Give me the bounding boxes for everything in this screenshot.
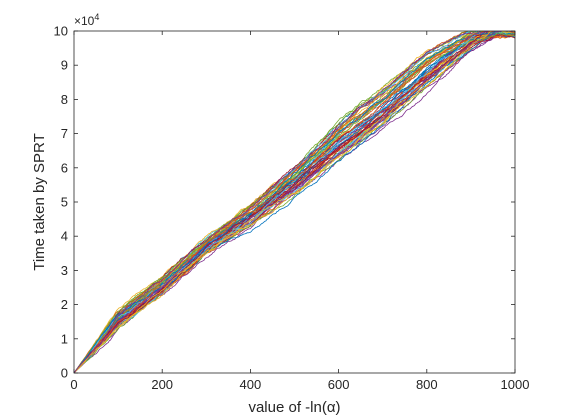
- y-tick-label: 2: [61, 297, 68, 312]
- y-tick-label: 7: [61, 126, 68, 141]
- x-tick-label: 800: [416, 377, 438, 392]
- y-tick-label: 5: [61, 195, 68, 210]
- series-line: [74, 31, 515, 373]
- y-tick-label: 3: [61, 263, 68, 278]
- plot-area: [74, 31, 515, 373]
- y-multiplier-exponent: 4: [94, 12, 99, 22]
- y-ticks: 0 1 2 3 4 5 6 7 8 9 10: [54, 24, 515, 381]
- y-tick-label: 6: [61, 160, 68, 175]
- series-line: [74, 31, 515, 373]
- y-tick-label: 9: [61, 58, 68, 73]
- y-axis-label: Time taken by SPRT: [31, 133, 48, 271]
- x-tick-label: 600: [328, 377, 350, 392]
- y-tick-label: 1: [61, 331, 68, 346]
- series-line: [74, 31, 515, 373]
- series-line: [74, 32, 515, 373]
- x-tick-label: 200: [151, 377, 173, 392]
- x-tick-label: 1000: [501, 377, 530, 392]
- series-layer: [74, 31, 515, 373]
- series-line: [74, 31, 515, 373]
- x-ticks: 0 200 400 600 800 1000: [70, 31, 529, 392]
- x-tick-label: 400: [240, 377, 262, 392]
- y-tick-label: 0: [61, 366, 68, 381]
- y-tick-label: 4: [61, 229, 68, 244]
- series-line: [74, 31, 515, 373]
- y-tick-label: 8: [61, 92, 68, 107]
- x-tick-label: 0: [70, 377, 77, 392]
- y-multiplier-label: ×104: [74, 12, 99, 28]
- series-line: [74, 31, 497, 373]
- y-multiplier-base: ×10: [74, 14, 95, 28]
- x-axis-label: value of -ln(α): [248, 399, 340, 416]
- series-line: [74, 31, 514, 373]
- y-tick-label: 10: [54, 24, 68, 39]
- series-line: [74, 31, 492, 373]
